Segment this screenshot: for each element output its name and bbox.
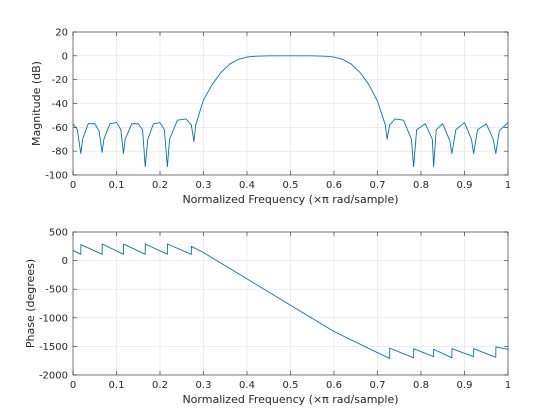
x-tick-label: 0.6 [326, 380, 342, 391]
x-tick-label: 0.8 [413, 180, 429, 191]
x-tick-label: 0.4 [239, 180, 255, 191]
x-tick-label: 0 [70, 180, 76, 191]
x-tick-label: 0.8 [413, 380, 429, 391]
x-tick-label: 0.1 [109, 380, 125, 391]
y-tick-label: -40 [52, 99, 68, 110]
y-tick-label: -500 [45, 285, 68, 296]
x-tick-label: 0.9 [457, 380, 473, 391]
x-tick-label: 0.2 [152, 180, 168, 191]
y-tick-label: -100 [45, 171, 68, 182]
y-axis-label: Magnitude (dB) [30, 61, 43, 146]
x-tick-label: 0.2 [152, 380, 168, 391]
x-tick-label: 0.9 [457, 180, 473, 191]
y-tick-label: 500 [49, 228, 68, 239]
y-tick-label: -1000 [39, 313, 68, 324]
x-tick-label: 0.6 [326, 180, 342, 191]
y-axis-label: Phase (degrees) [24, 259, 37, 348]
x-tick-label: 0.3 [196, 380, 212, 391]
series-line [72, 243, 509, 359]
x-tick-label: 1 [505, 380, 511, 391]
y-tick-label: -2000 [39, 371, 68, 382]
series-line [72, 55, 509, 168]
x-tick-label: 0.3 [196, 180, 212, 191]
x-tick-label: 0.5 [283, 180, 299, 191]
x-tick-label: 0.7 [370, 380, 386, 391]
y-tick-label: 0 [62, 256, 68, 267]
x-tick-label: 0.5 [283, 380, 299, 391]
x-tick-label: 0.4 [239, 380, 255, 391]
y-tick-label: 0 [62, 51, 68, 62]
y-tick-label: -60 [52, 123, 68, 134]
x-tick-label: 1 [505, 180, 511, 191]
magnitude-plot: 0 0.1 0.2 0.3 0.4 0.5 0.6 0.7 0.8 0.9 1 -100 -80 -60 -… [30, 28, 511, 207]
x-axis-label: Normalized Frequency (×π rad/sample) [182, 393, 398, 406]
x-tick-label: 0 [70, 380, 76, 391]
y-tick-label: -20 [52, 75, 68, 86]
x-axis-label: Normalized Frequency (×π rad/sample) [182, 193, 398, 206]
x-tick-label: 0.1 [109, 180, 125, 191]
y-tick-label: -80 [52, 147, 68, 158]
x-tick-label: 0.7 [370, 180, 386, 191]
phase-plot: 0 0.1 0.2 0.3 0.4 0.5 0.6 0.7 0.8 0.9 1 -2000 -1500 -… [24, 228, 511, 407]
y-tick-label: 20 [55, 28, 68, 39]
y-tick-label: -1500 [39, 342, 68, 353]
